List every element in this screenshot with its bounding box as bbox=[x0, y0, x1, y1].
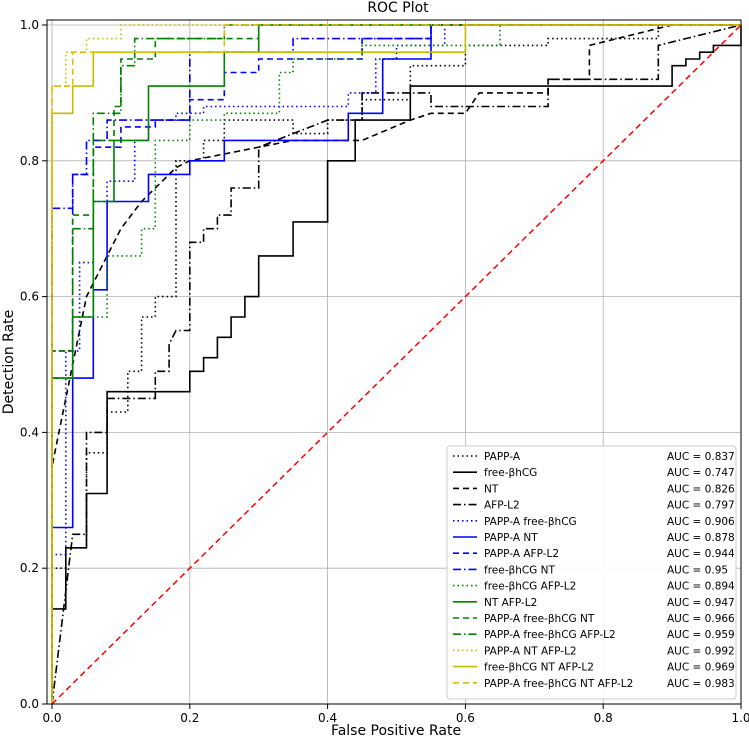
x-tick-label: 0.2 bbox=[180, 711, 199, 725]
roc-series-4 bbox=[51, 24, 742, 705]
reference-diagonal bbox=[51, 24, 742, 705]
y-axis-label: Detection Rate bbox=[1, 310, 17, 415]
legend-auc: AUC = 0.747 bbox=[667, 467, 735, 479]
legend-label: free-βhCG bbox=[484, 467, 537, 479]
x-tick-label: 0.6 bbox=[456, 711, 475, 725]
legend-auc: AUC = 0.947 bbox=[667, 597, 735, 609]
plot-frame bbox=[46, 19, 742, 705]
roc-series-3 bbox=[51, 24, 741, 704]
legend-label: free-βhCG NT AFP-L2 bbox=[484, 662, 594, 674]
x-tick-label: 1.0 bbox=[731, 711, 749, 725]
series-lines bbox=[51, 24, 742, 705]
legend-auc: AUC = 0.944 bbox=[667, 548, 735, 560]
roc-series-7 bbox=[51, 24, 741, 704]
legend-auc: AUC = 0.966 bbox=[667, 613, 735, 625]
roc-series-2 bbox=[51, 25, 742, 684]
legend-auc: AUC = 0.837 bbox=[667, 451, 735, 463]
y-tick-label: 0.8 bbox=[20, 154, 39, 168]
legend-auc: AUC = 0.894 bbox=[667, 581, 735, 593]
legend-auc: AUC = 0.906 bbox=[667, 516, 735, 528]
x-tick-label: 0.0 bbox=[42, 711, 61, 725]
y-tick-label: 0.0 bbox=[20, 697, 39, 711]
roc-series-8 bbox=[51, 24, 741, 704]
legend-label: NT AFP-L2 bbox=[484, 597, 537, 609]
legend-auc: AUC = 0.992 bbox=[667, 645, 735, 657]
legend-auc: AUC = 0.969 bbox=[667, 662, 735, 674]
legend-auc: AUC = 0.826 bbox=[667, 483, 735, 495]
legend-label: PAPP-A free-βhCG bbox=[484, 516, 577, 528]
legend-auc: AUC = 0.797 bbox=[667, 500, 735, 512]
y-tick-label: 0.6 bbox=[20, 290, 39, 304]
axis-ticks: 0.0 0.2 0.4 0.6 0.8 1.0 0.0 0.2 0.4 0.6 0.8 1.0 bbox=[20, 18, 749, 725]
legend-label: free-βhCG NT bbox=[484, 564, 556, 576]
legend-auc: AUC = 0.95 bbox=[667, 564, 728, 576]
legend-auc: AUC = 0.878 bbox=[667, 532, 735, 544]
roc-series-14 bbox=[51, 24, 741, 704]
roc-series-15 bbox=[51, 24, 741, 704]
legend-box bbox=[446, 445, 737, 700]
y-tick-label: 0.2 bbox=[20, 561, 39, 575]
legend-auc: AUC = 0.983 bbox=[667, 678, 735, 690]
legend-label: PAPP-A AFP-L2 bbox=[484, 548, 559, 560]
legend-label: PAPP-A bbox=[484, 451, 521, 463]
legend-label: PAPP-A free-βhCG NT AFP-L2 bbox=[484, 678, 633, 690]
legend-label: PAPP-A NT AFP-L2 bbox=[484, 645, 577, 657]
legend-auc: AUC = 0.959 bbox=[667, 629, 735, 641]
reference-line bbox=[51, 24, 742, 705]
y-tick-label: 1.0 bbox=[20, 18, 39, 32]
legend: PAPP-A AUC = 0.837 free-βhCG AUC = 0.747 NT A… bbox=[446, 445, 737, 700]
y-tick-label: 0.4 bbox=[20, 425, 39, 439]
legend-label: NT bbox=[484, 483, 499, 495]
roc-series-12 bbox=[51, 24, 741, 704]
legend-label: AFP-L2 bbox=[484, 500, 520, 512]
roc-series-9 bbox=[51, 24, 741, 704]
roc-series-13 bbox=[51, 24, 741, 704]
roc-series-1 bbox=[51, 24, 741, 704]
legend-label: PAPP-A free-βhCG AFP-L2 bbox=[484, 629, 616, 641]
x-tick-label: 0.4 bbox=[318, 711, 337, 725]
x-tick-label: 0.8 bbox=[594, 711, 613, 725]
legend-label: PAPP-A free-βhCG NT bbox=[484, 613, 595, 625]
x-axis-label: False Positive Rate bbox=[331, 723, 461, 739]
chart-title: ROC Plot bbox=[367, 0, 429, 16]
roc-series-6 bbox=[51, 24, 741, 704]
legend-label: free-βhCG AFP-L2 bbox=[484, 581, 576, 593]
legend-label: PAPP-A NT bbox=[484, 532, 538, 544]
